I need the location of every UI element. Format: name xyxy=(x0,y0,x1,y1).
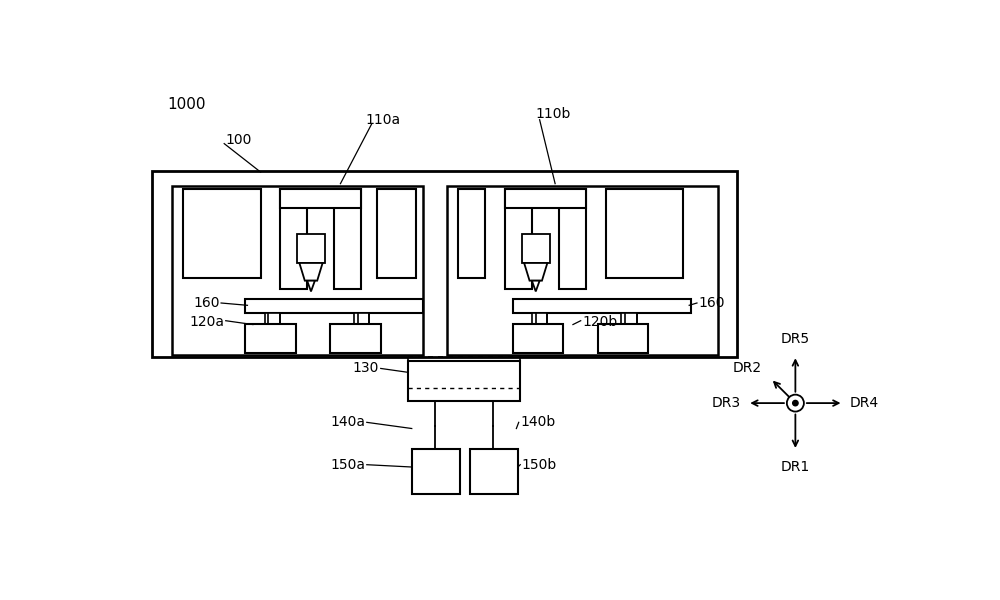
Text: 140b: 140b xyxy=(520,415,556,430)
Bar xyxy=(606,189,683,278)
Text: 120b: 120b xyxy=(582,315,618,329)
Text: 110a: 110a xyxy=(365,113,400,127)
Bar xyxy=(280,189,361,208)
Text: 160: 160 xyxy=(698,296,725,310)
Bar xyxy=(512,324,563,353)
Bar xyxy=(559,189,586,289)
Text: DR1: DR1 xyxy=(781,460,810,474)
Bar xyxy=(598,324,648,353)
Bar xyxy=(297,234,325,263)
Bar xyxy=(621,313,637,324)
Bar xyxy=(183,189,261,278)
Text: 150a: 150a xyxy=(330,458,365,472)
Text: DR3: DR3 xyxy=(712,396,741,410)
Bar xyxy=(447,186,718,355)
Polygon shape xyxy=(299,263,323,281)
Bar xyxy=(330,324,381,353)
Bar xyxy=(532,313,547,324)
Bar xyxy=(172,186,423,355)
Text: 110b: 110b xyxy=(536,107,571,121)
Bar xyxy=(377,189,416,278)
Bar xyxy=(522,234,550,263)
Bar xyxy=(245,324,296,353)
Bar xyxy=(280,189,307,289)
Bar xyxy=(412,449,460,494)
Text: 130: 130 xyxy=(353,361,379,376)
Text: 120a: 120a xyxy=(189,315,224,329)
Bar xyxy=(354,313,369,324)
Bar xyxy=(245,299,423,313)
Polygon shape xyxy=(307,281,315,292)
Bar xyxy=(334,189,361,289)
Bar xyxy=(408,361,520,401)
Text: DR2: DR2 xyxy=(732,361,761,375)
Bar xyxy=(505,189,532,289)
Text: 100: 100 xyxy=(226,133,252,147)
Bar xyxy=(505,189,586,208)
Polygon shape xyxy=(532,281,540,292)
Bar xyxy=(470,449,518,494)
Bar xyxy=(512,299,691,313)
Bar xyxy=(152,170,737,357)
Bar xyxy=(458,189,485,278)
Bar xyxy=(264,313,280,324)
Text: DR5: DR5 xyxy=(781,332,810,346)
Text: 140a: 140a xyxy=(330,415,365,430)
Text: 1000: 1000 xyxy=(168,97,206,112)
Circle shape xyxy=(793,400,798,406)
Text: DR4: DR4 xyxy=(850,396,879,410)
Text: 150b: 150b xyxy=(522,458,557,472)
Polygon shape xyxy=(524,263,547,281)
Text: 160: 160 xyxy=(193,296,220,310)
